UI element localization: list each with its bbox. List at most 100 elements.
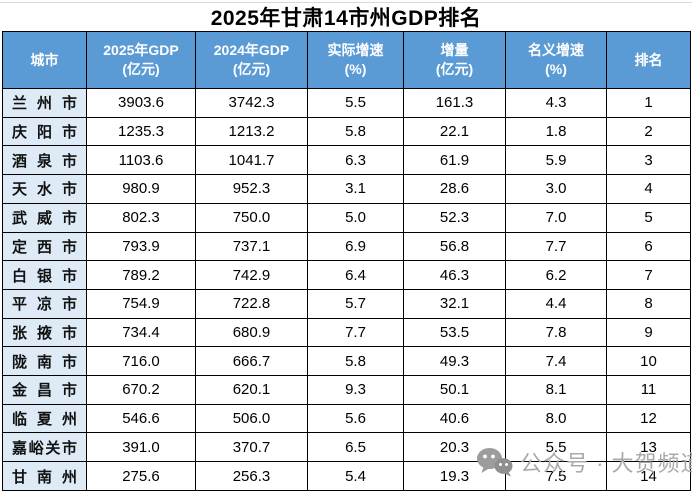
city-cell: 临夏州: [2, 403, 87, 434]
real-growth-cell: 3.1: [307, 174, 404, 204]
table-row: 临夏州 546.6 506.0 5.6 40.6 8.0 12: [2, 403, 691, 434]
gdp-2025-cell: 670.2: [86, 375, 196, 405]
increment-cell: 20.3: [403, 432, 506, 463]
col-header-gdp-2024: 2024年GDP (亿元): [195, 31, 308, 89]
col-header-unit: (亿元): [435, 61, 474, 77]
gdp-2025-cell: 793.9: [86, 231, 196, 262]
city-cell: 武威市: [2, 202, 87, 233]
col-header-unit: (亿元): [122, 61, 160, 77]
city-name: 陇南市: [12, 353, 77, 371]
table-row: 张掖市 734.4 680.9 7.7 53.5 7.8 9: [2, 317, 691, 348]
city-name: 白银市: [12, 267, 77, 285]
col-header-gdp-2025: 2025年GDP (亿元): [86, 31, 196, 89]
real-growth-cell: 6.4: [307, 260, 404, 290]
city-cell: 金昌市: [2, 375, 87, 405]
gdp-2025-cell: 734.4: [86, 317, 196, 348]
city-name: 天水市: [12, 181, 77, 199]
nominal-growth-cell: 1.8: [505, 116, 607, 147]
city-cell: 白银市: [2, 260, 87, 290]
city-name: 临夏州: [12, 411, 77, 429]
col-header-increment: 增量 (亿元): [403, 31, 506, 89]
increment-cell: 32.1: [403, 288, 506, 319]
real-growth-cell: 5.8: [307, 116, 404, 147]
real-growth-cell: 7.7: [307, 317, 404, 348]
gdp-2024-cell: 256.3: [195, 461, 308, 491]
gdp-2025-cell: 1235.3: [86, 116, 196, 147]
real-growth-cell: 5.6: [307, 403, 404, 434]
gdp-2025-cell: 391.0: [86, 432, 196, 463]
col-header-unit: (亿元): [232, 61, 271, 77]
table-row: 金昌市 670.2 620.1 9.3 50.1 8.1 11: [2, 375, 691, 405]
gdp-2024-cell: 750.0: [195, 202, 308, 233]
increment-cell: 52.3: [403, 202, 506, 233]
gdp-2025-cell: 754.9: [86, 288, 196, 319]
rank-cell: 8: [606, 288, 691, 319]
increment-cell: 40.6: [403, 403, 506, 434]
city-name: 酒泉市: [12, 152, 77, 170]
city-cell: 张掖市: [2, 317, 87, 348]
col-header-rank: 排名: [606, 31, 691, 89]
col-header-label: 2024年GDP: [213, 42, 290, 59]
table-row: 嘉峪关市 391.0 370.7 6.5 20.3 5.5 13: [2, 432, 691, 463]
nominal-growth-cell: 7.7: [505, 231, 607, 262]
gdp-2025-cell: 716.0: [86, 346, 196, 377]
table-row: 平凉市 754.9 722.8 5.7 32.1 4.4 8: [2, 288, 691, 319]
city-cell: 甘南州: [2, 461, 87, 491]
table-row: 白银市 789.2 742.9 6.4 46.3 6.2 7: [2, 260, 691, 290]
nominal-growth-cell: 7.0: [505, 202, 607, 233]
gdp-2025-cell: 1103.6: [86, 145, 196, 176]
gdp-2025-cell: 802.3: [86, 202, 196, 233]
rank-cell: 4: [606, 174, 691, 204]
gdp-2024-cell: 1041.7: [195, 145, 308, 176]
city-name: 甘南州: [12, 468, 77, 486]
nominal-growth-cell: 7.5: [505, 461, 607, 491]
real-growth-cell: 5.7: [307, 288, 404, 319]
gdp-2024-cell: 737.1: [195, 231, 308, 262]
increment-cell: 22.1: [403, 116, 506, 147]
real-growth-cell: 5.4: [307, 461, 404, 491]
gdp-2024-cell: 1213.2: [195, 116, 308, 147]
nominal-growth-cell: 7.8: [505, 317, 607, 348]
nominal-growth-cell: 6.2: [505, 260, 607, 290]
rank-cell: 2: [606, 116, 691, 147]
gdp-2024-cell: 680.9: [195, 317, 308, 348]
city-name: 张掖市: [12, 324, 77, 342]
increment-cell: 50.1: [403, 375, 506, 405]
page-title: 2025年甘肃14市州GDP排名: [210, 6, 482, 30]
city-name: 定西市: [12, 238, 77, 256]
rank-cell: 3: [606, 145, 691, 176]
city-name: 庆阳市: [12, 124, 77, 142]
table-header: 城市 2025年GDP (亿元) 2024年GDP (亿元) 实际增速 (%) …: [2, 31, 691, 89]
real-growth-cell: 6.5: [307, 432, 404, 463]
gdp-2025-cell: 3903.6: [86, 88, 196, 118]
gdp-2025-cell: 980.9: [86, 174, 196, 204]
rank-cell: 7: [606, 260, 691, 290]
city-name: 嘉峪关市: [12, 439, 77, 457]
gdp-2024-cell: 722.8: [195, 288, 308, 319]
col-header-real-growth: 实际增速 (%): [307, 31, 404, 89]
gdp-2024-cell: 666.7: [195, 346, 308, 377]
table-row: 陇南市 716.0 666.7 5.8 49.3 7.4 10: [2, 346, 691, 377]
rank-cell: 6: [606, 231, 691, 262]
col-header-city: 城市: [2, 31, 87, 89]
col-header-nominal-growth: 名义增速 (%): [505, 31, 607, 89]
rank-cell: 5: [606, 202, 691, 233]
table-row: 武威市 802.3 750.0 5.0 52.3 7.0 5: [2, 202, 691, 233]
real-growth-cell: 9.3: [307, 375, 404, 405]
col-header-label: 2025年GDP: [103, 42, 179, 59]
increment-cell: 53.5: [403, 317, 506, 348]
city-cell: 定西市: [2, 231, 87, 262]
city-name: 武威市: [12, 210, 77, 228]
nominal-growth-cell: 5.5: [505, 432, 607, 463]
increment-cell: 46.3: [403, 260, 506, 290]
increment-cell: 161.3: [403, 88, 506, 118]
col-header-label: 名义增速: [528, 42, 584, 59]
rank-cell: 10: [606, 346, 691, 377]
city-cell: 平凉市: [2, 288, 87, 319]
nominal-growth-cell: 7.4: [505, 346, 607, 377]
gdp-2024-cell: 742.9: [195, 260, 308, 290]
rank-cell: 11: [606, 375, 691, 405]
rank-cell: 1: [606, 88, 691, 118]
header-row: 城市 2025年GDP (亿元) 2024年GDP (亿元) 实际增速 (%) …: [2, 31, 691, 89]
rank-cell: 9: [606, 317, 691, 348]
